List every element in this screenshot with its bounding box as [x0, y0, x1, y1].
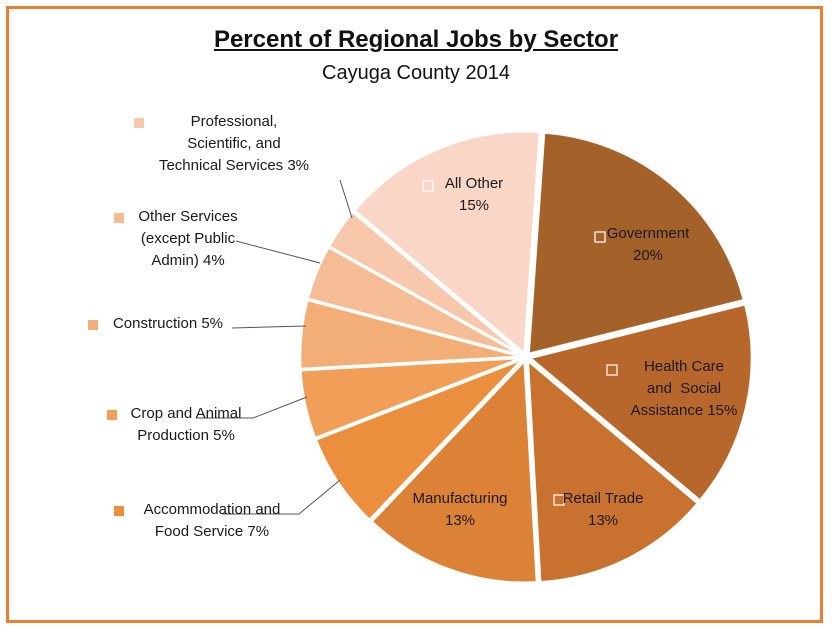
- pie-slice: [526, 357, 700, 584]
- legend-marker: [553, 494, 565, 506]
- pie-slice: [527, 131, 746, 356]
- slice-label: Professional, Scientific, and Technical Se…: [159, 113, 309, 174]
- slice-label: Crop and Animal Production 5%: [131, 405, 242, 444]
- slice-label: All Other 15%: [445, 175, 503, 214]
- pie-slice: [369, 357, 539, 585]
- leader-line: [196, 396, 308, 419]
- legend-marker: [114, 213, 124, 223]
- leader-line: [222, 479, 341, 515]
- legend-marker: [114, 506, 124, 516]
- slice-label: Construction 5%: [113, 315, 223, 332]
- chart-title: Percent of Regional Jobs by Sector: [213, 26, 619, 53]
- pie-slice: [527, 302, 754, 503]
- slice-label: Accommodation and Food Service 7%: [144, 501, 281, 540]
- legend-marker: [606, 364, 618, 376]
- legend-marker: [594, 231, 606, 243]
- legend-marker: [88, 320, 98, 330]
- slice-label: Retail Trade 13%: [563, 490, 644, 529]
- legend-marker: [422, 180, 434, 192]
- slice-label: Health Care and Social Assistance 15%: [631, 358, 738, 419]
- pie-slice: [352, 130, 542, 356]
- legend-marker: [107, 410, 117, 420]
- slice-label: Manufacturing 13%: [412, 490, 507, 529]
- slice-label: Government 20%: [607, 225, 690, 264]
- chart-subtitle: Cayuga County 2014: [322, 62, 510, 84]
- leader-line: [231, 325, 307, 329]
- pie-slice: [327, 210, 524, 356]
- slice-label: Other Services (except Public Admin) 4%: [138, 208, 237, 269]
- legend-marker: [134, 118, 144, 128]
- leader-line: [339, 179, 353, 219]
- pie-slice: [314, 358, 524, 522]
- pie-slice: [299, 356, 523, 440]
- leader-line: [235, 240, 321, 264]
